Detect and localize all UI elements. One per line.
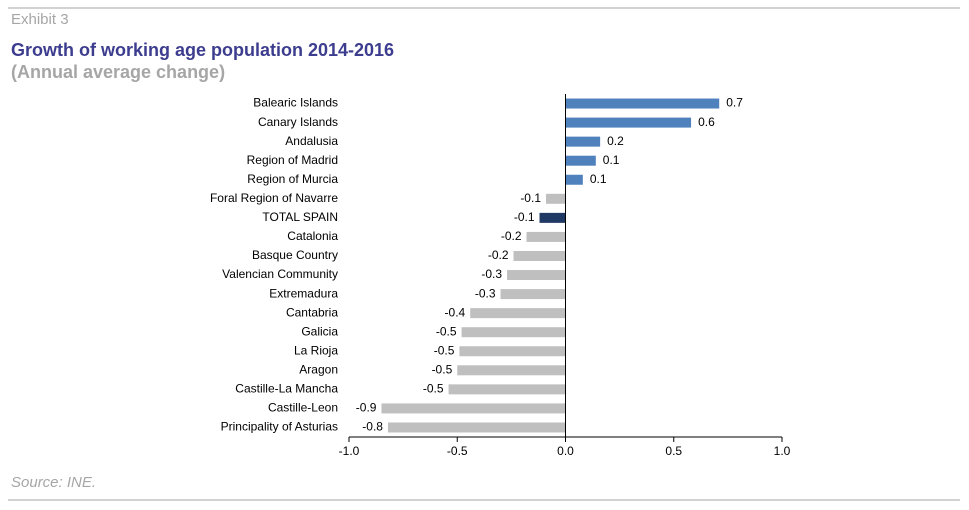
bar xyxy=(565,117,692,128)
value-label: -0.1 xyxy=(514,210,535,224)
value-label: -0.2 xyxy=(501,229,522,243)
bar xyxy=(565,136,601,147)
bar xyxy=(526,231,566,242)
y-tick-label: Basque Country xyxy=(252,248,338,262)
bar xyxy=(565,174,583,185)
value-label: -0.1 xyxy=(520,191,541,205)
value-label: 0.1 xyxy=(603,153,620,167)
chart-subtitle: (Annual average change) xyxy=(11,62,225,82)
value-label: -0.5 xyxy=(423,382,444,396)
bar xyxy=(457,365,566,376)
y-tick-label: Castille-La Mancha xyxy=(235,382,338,396)
x-tick-label: 0.0 xyxy=(557,444,574,458)
bar xyxy=(459,346,566,357)
y-tick-label: Region of Madrid xyxy=(247,153,338,167)
value-label: 0.2 xyxy=(607,134,624,148)
y-tick-label: Foral Region of Navarre xyxy=(210,191,338,205)
y-tick-label: Catalonia xyxy=(287,229,338,243)
value-label: -0.9 xyxy=(356,401,377,415)
y-tick-label: Aragon xyxy=(299,362,338,376)
x-tick-label: 1.0 xyxy=(774,444,791,458)
bar xyxy=(381,403,566,414)
value-label: -0.3 xyxy=(481,267,502,281)
value-label: 0.7 xyxy=(726,96,743,110)
y-tick-label: La Rioja xyxy=(294,343,338,357)
chart-title: Growth of working age population 2014-20… xyxy=(11,40,394,60)
y-tick-label: Andalusia xyxy=(285,134,338,148)
bar xyxy=(461,327,566,338)
value-label: -0.8 xyxy=(362,420,383,434)
x-tick-label: 0.5 xyxy=(665,444,682,458)
bar xyxy=(546,193,566,204)
exhibit-label: Exhibit 3 xyxy=(11,11,69,28)
bar xyxy=(387,422,566,433)
x-tick-label: -1.0 xyxy=(339,444,360,458)
value-label: -0.4 xyxy=(445,305,466,319)
x-tick-label: -0.5 xyxy=(447,444,468,458)
bar xyxy=(539,212,566,223)
y-tick-label: TOTAL SPAIN xyxy=(262,210,338,224)
value-label: 0.1 xyxy=(590,172,607,186)
bar xyxy=(507,270,566,281)
value-label: -0.5 xyxy=(436,324,457,338)
y-tick-label: Canary Islands xyxy=(258,115,338,129)
bar xyxy=(513,250,566,261)
bar xyxy=(470,308,566,319)
y-tick-label: Region of Murcia xyxy=(247,172,338,186)
bar xyxy=(565,98,720,109)
y-tick-label: Balearic Islands xyxy=(253,96,338,110)
bar xyxy=(448,384,566,395)
y-tick-label: Castille-Leon xyxy=(268,401,338,415)
value-label: 0.6 xyxy=(698,115,715,129)
value-label: -0.5 xyxy=(434,343,455,357)
value-label: -0.3 xyxy=(475,286,496,300)
y-tick-label: Galicia xyxy=(301,324,338,338)
y-tick-label: Principality of Asturias xyxy=(221,420,338,434)
y-tick-label: Valencian Community xyxy=(222,267,338,281)
y-tick-label: Cantabria xyxy=(286,305,338,319)
value-label: -0.5 xyxy=(432,362,453,376)
y-tick-label: Extremadura xyxy=(269,286,338,300)
value-label: -0.2 xyxy=(488,248,509,262)
bar xyxy=(500,289,566,300)
bar xyxy=(565,155,596,166)
source: Source: INE. xyxy=(11,474,96,491)
